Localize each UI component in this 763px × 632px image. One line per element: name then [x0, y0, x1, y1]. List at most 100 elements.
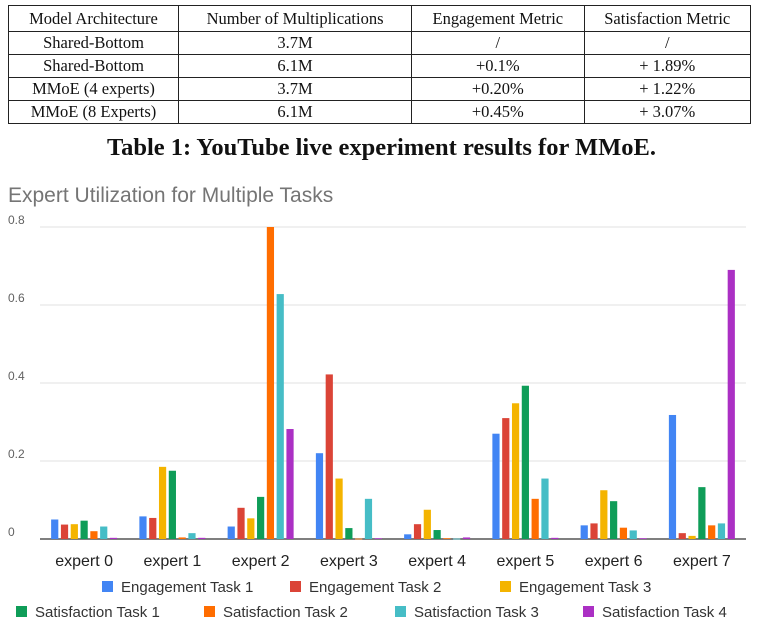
table-header-row: Model Architecture Number of Multiplicat… — [7, 5, 752, 32]
legend-label: Engagement Task 3 — [519, 579, 651, 596]
bar — [590, 523, 598, 539]
table-cell: Shared-Bottom — [7, 54, 180, 78]
bar — [247, 518, 255, 539]
bar — [364, 498, 373, 539]
bar — [158, 466, 167, 539]
bar — [698, 487, 706, 539]
bar — [325, 374, 333, 539]
legend-swatch — [102, 581, 113, 592]
bar — [688, 535, 696, 539]
x-category-label: expert 4 — [408, 553, 466, 570]
legend-swatch — [16, 606, 27, 617]
bar — [462, 537, 471, 539]
bar — [433, 530, 441, 539]
legend-label: Engagement Task 1 — [121, 579, 253, 596]
bar — [551, 537, 559, 539]
y-tick-label: 0.6 — [8, 291, 25, 305]
table-cell: / — [411, 31, 585, 55]
y-tick-label: 0.4 — [8, 369, 25, 383]
legend-label: Satisfaction Task 2 — [223, 604, 348, 621]
table-cell: 3.7M — [178, 77, 413, 101]
x-category-label: expert 7 — [673, 553, 731, 570]
bar — [90, 531, 98, 539]
bar — [717, 523, 726, 539]
legend-swatch — [204, 606, 215, 617]
x-category-label: expert 1 — [143, 553, 201, 570]
legend-label: Satisfaction Task 3 — [414, 604, 539, 621]
table-row: Shared-Bottom 6.1M +0.1% + 1.89% — [7, 54, 752, 78]
bar — [610, 501, 618, 539]
table-cell: MMoE (8 Experts) — [7, 100, 180, 124]
table-cell: +0.45% — [411, 100, 585, 124]
chart-bars — [51, 227, 735, 540]
bar — [727, 269, 735, 539]
results-table: Model Architecture Number of Multiplicat… — [7, 5, 752, 124]
chart-legend: Engagement Task 1 Engagement Task 2 Engage… — [16, 579, 727, 621]
table-cell: / — [583, 31, 752, 55]
bar — [100, 526, 108, 539]
bar — [404, 534, 412, 539]
bar — [678, 533, 686, 539]
bar — [168, 470, 176, 539]
bar — [345, 528, 353, 539]
bar — [266, 227, 275, 539]
bar — [521, 385, 529, 539]
table-row: Shared-Bottom 3.7M / / — [7, 31, 752, 55]
table-cell: 6.1M — [178, 100, 413, 124]
y-tick-label: 0.8 — [8, 213, 25, 227]
table-cell: +0.1% — [411, 54, 585, 78]
chart-gridlines — [40, 226, 746, 540]
x-axis-categories: expert 0 expert 1 expert 2 expert 3 expert 4… — [55, 553, 731, 570]
bar — [198, 537, 206, 539]
bar — [502, 418, 510, 539]
bar — [70, 524, 78, 539]
bar — [139, 516, 147, 539]
legend-swatch — [395, 606, 406, 617]
legend-swatch — [583, 606, 594, 617]
bar — [227, 526, 235, 539]
bar — [374, 538, 382, 540]
legend-label: Engagement Task 2 — [309, 579, 441, 596]
bar — [492, 433, 500, 539]
chart-title: Expert Utilization for Multiple Tasks — [8, 184, 334, 207]
header-cell: Satisfaction Metric — [583, 5, 752, 32]
bar — [668, 414, 677, 539]
bar — [149, 517, 157, 539]
bar — [237, 507, 245, 539]
bar — [423, 509, 431, 539]
x-category-label: expert 5 — [496, 553, 554, 570]
y-axis-ticks: 0 0.2 0.4 0.6 0.8 — [8, 213, 25, 539]
bar — [639, 538, 647, 540]
bar — [335, 478, 343, 539]
bar — [413, 524, 422, 539]
legend-label: Satisfaction Task 1 — [35, 604, 160, 621]
table-cell: + 3.07% — [583, 100, 752, 124]
bar — [178, 537, 186, 539]
x-category-label: expert 6 — [585, 553, 643, 570]
bar — [443, 538, 451, 540]
bar — [286, 429, 294, 539]
bar — [531, 498, 539, 539]
legend-swatch — [500, 581, 511, 592]
bar — [580, 525, 588, 539]
bar — [629, 530, 637, 539]
header-cell: Model Architecture — [7, 5, 180, 32]
y-tick-label: 0.2 — [8, 447, 25, 461]
bar — [276, 294, 284, 539]
bar — [51, 519, 59, 539]
x-category-label: expert 3 — [320, 553, 378, 570]
bar — [60, 524, 69, 539]
bar — [257, 496, 265, 539]
legend-label: Satisfaction Task 4 — [602, 604, 727, 621]
y-tick-label: 0 — [8, 525, 15, 539]
bar — [355, 538, 363, 540]
bar — [188, 533, 196, 539]
x-category-label: expert 2 — [232, 553, 290, 570]
bar — [541, 478, 549, 539]
header-cell: Number of Multiplications — [178, 5, 413, 32]
bar — [453, 538, 461, 540]
bar — [109, 537, 118, 539]
bar — [619, 527, 628, 539]
bar — [315, 453, 324, 539]
